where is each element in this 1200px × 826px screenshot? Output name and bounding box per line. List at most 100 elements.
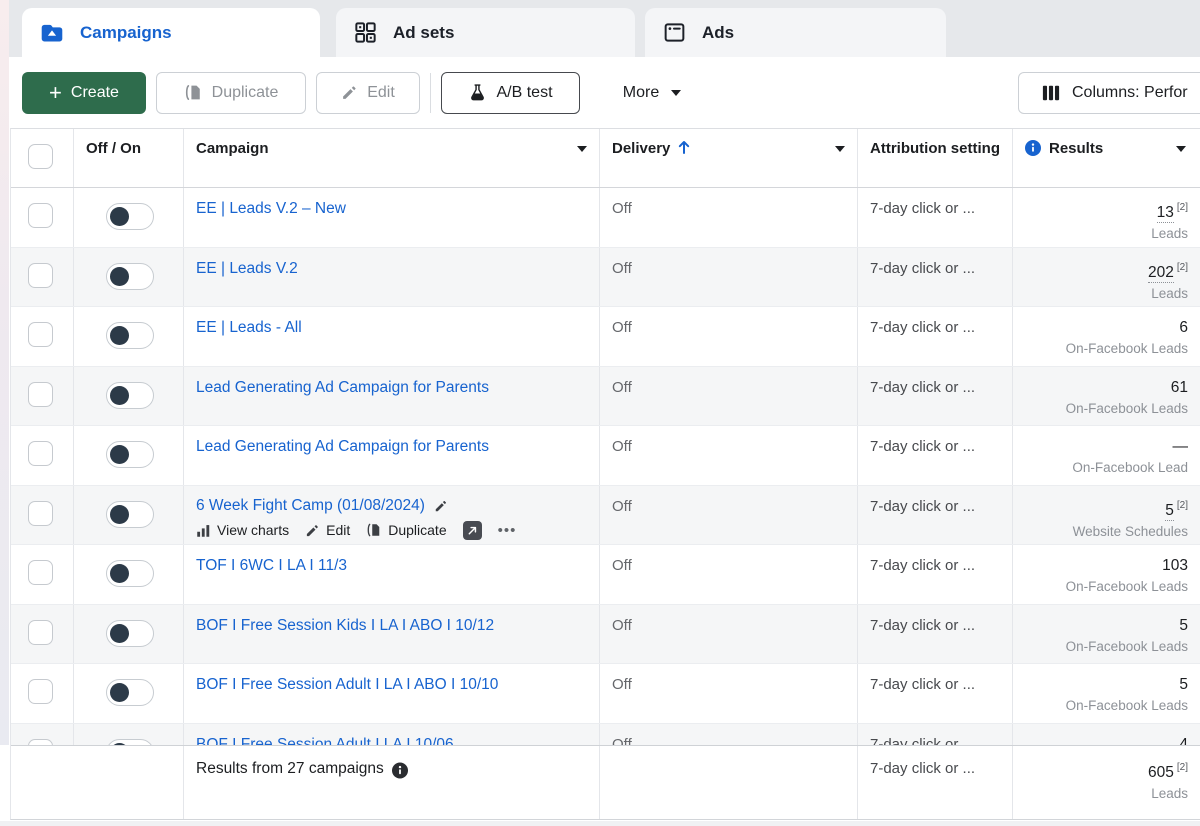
edit-action[interactable]: Edit <box>305 522 350 538</box>
table-body: EE | Leads V.2 – New Off 7-day click or … <box>11 188 1200 745</box>
campaign-link[interactable]: BOF I Free Session Adult I LA I 10/06 <box>196 735 454 746</box>
row-checkbox[interactable] <box>28 441 53 466</box>
campaign-link[interactable]: Lead Generating Ad Campaign for Parents <box>196 378 489 396</box>
table-row: BOF I Free Session Adult I LA I 10/06 Of… <box>11 723 1200 746</box>
delivery-status: Off <box>600 188 858 247</box>
campaign-link[interactable]: TOF I 6WC I LA I 11/3 <box>196 557 348 574</box>
row-checkbox[interactable] <box>28 381 53 407</box>
edit-button[interactable]: Edit <box>316 71 420 114</box>
result-footnote: [2] <box>1176 499 1188 511</box>
header-results[interactable]: Results <box>1013 129 1200 187</box>
row-checkbox[interactable] <box>28 203 53 228</box>
header-delivery[interactable]: Delivery <box>600 129 858 187</box>
campaign-toggle[interactable] <box>106 500 154 528</box>
edit-action-label: Edit <box>326 522 351 538</box>
info-icon[interactable] <box>391 762 408 778</box>
ads-window-icon <box>662 20 687 45</box>
tab-ads[interactable]: Ads <box>645 8 946 57</box>
row-checkbox[interactable] <box>28 262 53 288</box>
campaign-link[interactable]: Lead Generating Ad Campaign for Parents <box>196 438 489 455</box>
row-checkbox[interactable] <box>28 679 53 704</box>
row-checkbox[interactable] <box>28 500 53 526</box>
create-button[interactable]: + Create <box>22 71 146 114</box>
table-row: TOF I 6WC I LA I 11/3 Off 7-day click or… <box>11 545 1200 605</box>
campaign-toggle[interactable] <box>106 738 154 745</box>
delivery-status: Off <box>600 664 858 723</box>
campaign-toggle[interactable] <box>106 322 154 349</box>
summary-attribution: 7-day click or ... <box>858 746 1013 819</box>
result-value: 6 <box>1179 319 1188 336</box>
campaign-link[interactable]: BOF I Free Session Adult I LA I ABO I 10… <box>196 676 499 693</box>
info-icon[interactable] <box>1025 140 1041 156</box>
header-campaign[interactable]: Campaign <box>184 129 600 187</box>
table-row: EE | Leads V.2 – New Off 7-day click or … <box>11 188 1200 248</box>
campaign-link[interactable]: EE | Leads V.2 <box>196 259 298 277</box>
campaign-toggle[interactable] <box>106 381 154 409</box>
tab-ad-sets[interactable]: Ad sets <box>336 8 635 57</box>
view-charts-action[interactable]: View charts <box>196 522 289 538</box>
campaign-link[interactable]: BOF I Free Session Kids I LA I ABO I 10/… <box>196 616 495 634</box>
row-checkbox[interactable] <box>28 560 53 585</box>
results-cell: 202 [2] Leads <box>1013 248 1200 307</box>
campaign-toggle[interactable] <box>106 560 154 587</box>
results-cell: 4 <box>1013 724 1200 746</box>
row-checkbox[interactable] <box>28 322 53 347</box>
sort-caret-icon[interactable] <box>835 146 845 152</box>
more-button[interactable]: More <box>602 71 702 114</box>
toolbar: + Create Duplicate Edit A/B test More Co… <box>9 57 1200 128</box>
header-off-on: Off / On <box>74 129 184 187</box>
campaign-link[interactable]: EE | Leads V.2 – New <box>196 200 346 217</box>
select-all-checkbox[interactable] <box>28 144 53 169</box>
summary-delivery-cell <box>600 746 858 819</box>
edit-button-label: Edit <box>367 83 395 101</box>
result-value[interactable]: 202 <box>1148 263 1174 283</box>
sort-caret-icon[interactable] <box>1176 146 1186 152</box>
campaigns-table: Off / On Campaign Delivery Attribution s… <box>10 128 1200 820</box>
open-in-new-icon[interactable] <box>462 520 482 540</box>
campaign-toggle[interactable] <box>106 619 154 647</box>
table-row: Lead Generating Ad Campaign for Parents … <box>11 426 1200 486</box>
table-row: EE | Leads - All Off 7-day click or ... … <box>11 307 1200 367</box>
campaign-toggle[interactable] <box>106 679 154 706</box>
result-value: — <box>1172 438 1189 455</box>
duplicate-button[interactable]: Duplicate <box>156 71 306 114</box>
view-charts-label: View charts <box>217 522 290 538</box>
ab-test-button[interactable]: A/B test <box>441 71 580 114</box>
attribution-setting: 7-day click or ... <box>858 366 1013 425</box>
toggle-knob <box>110 564 129 583</box>
header-attribution: Attribution setting <box>858 129 1013 187</box>
result-label: Leads <box>1151 226 1188 242</box>
page-left-edge <box>0 0 9 745</box>
campaign-toggle[interactable] <box>106 262 154 290</box>
attribution-setting: 7-day click or ... <box>858 604 1013 663</box>
attribution-setting: 7-day click or ... <box>858 723 1013 745</box>
delivery-status: Off <box>600 426 858 485</box>
more-options-icon[interactable]: ••• <box>497 521 517 539</box>
duplicate-icon <box>184 83 203 102</box>
result-value: 103 <box>1162 557 1188 574</box>
tab-ads-label: Ads <box>702 22 735 42</box>
columns-button[interactable]: Columns: Perfor <box>1018 71 1200 114</box>
ad-sets-grid-icon <box>353 20 378 45</box>
create-button-label: Create <box>70 83 119 101</box>
toggle-knob <box>110 326 129 345</box>
rename-pencil-icon[interactable] <box>434 499 448 513</box>
campaign-link[interactable]: 6 Week Fight Camp (01/08/2024) <box>196 496 425 514</box>
results-cell: 13 [2] Leads <box>1013 188 1200 247</box>
duplicate-action[interactable]: Duplicate <box>366 522 447 538</box>
result-label: Leads <box>1151 285 1188 301</box>
campaign-toggle[interactable] <box>106 441 154 468</box>
delivery-status: Off <box>600 485 858 544</box>
plus-icon: + <box>49 79 62 105</box>
table-row: BOF I Free Session Kids I LA I ABO I 10/… <box>11 604 1200 664</box>
tab-campaigns[interactable]: Campaigns <box>22 8 320 57</box>
result-value[interactable]: 5 <box>1165 501 1174 521</box>
result-value[interactable]: 13 <box>1156 204 1174 224</box>
campaign-toggle[interactable] <box>106 203 154 230</box>
row-checkbox[interactable] <box>28 619 53 645</box>
toggle-knob <box>110 742 129 745</box>
sort-caret-icon[interactable] <box>577 146 587 152</box>
result-value: 4 <box>1179 735 1188 746</box>
campaign-link[interactable]: EE | Leads - All <box>196 319 302 336</box>
row-checkbox[interactable] <box>28 738 53 745</box>
